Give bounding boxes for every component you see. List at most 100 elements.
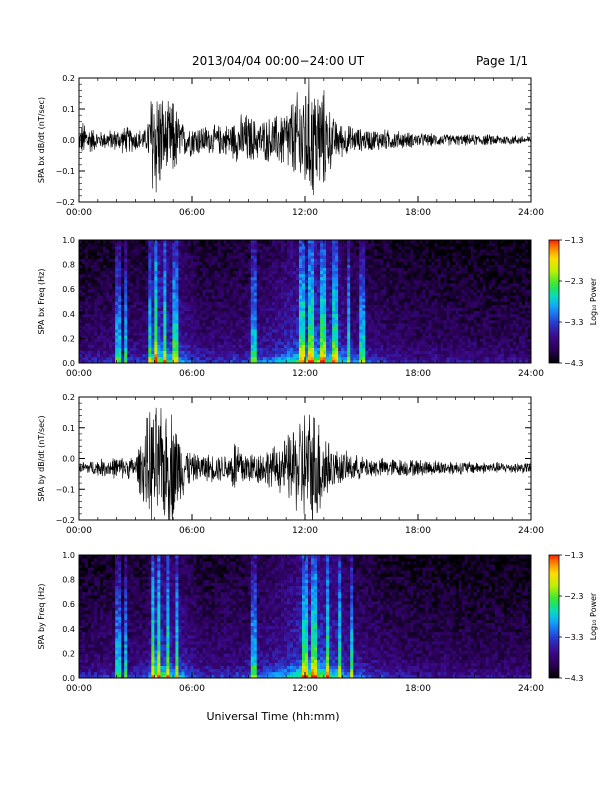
spectrogram-cell (250, 316, 255, 321)
spectrogram-cell (401, 298, 405, 302)
spectrogram-cell (124, 301, 128, 305)
spectrogram-cell (329, 356, 333, 361)
spectrogram-cell (220, 295, 224, 299)
spectrogram-cell (335, 283, 339, 287)
spectrogram-cell (383, 267, 387, 272)
spectrogram-cell (226, 359, 230, 364)
spectrogram-cell (295, 270, 300, 275)
spectrogram-cell (154, 353, 158, 358)
spectrogram-cell (145, 292, 149, 296)
spectrogram-cell (422, 252, 426, 256)
spectrogram-cell (250, 298, 255, 302)
spectrogram-cell (130, 255, 134, 259)
spectrogram-cell (274, 350, 279, 355)
spectrogram-cell (398, 347, 402, 352)
spectrogram-cell (413, 301, 417, 305)
spectrogram-cell (356, 326, 360, 330)
spectrogram-cell (437, 279, 441, 284)
spectrogram-cell (154, 347, 158, 352)
spectrogram-cell (374, 319, 378, 324)
spectrogram-cell (226, 307, 230, 312)
spectrogram-cell (136, 335, 140, 339)
spectrogram-cell (205, 301, 209, 305)
spectrogram-cell (232, 261, 236, 265)
spectrogram-cell (133, 350, 137, 355)
spectrogram-cell (265, 298, 270, 302)
spectrogram-cell (434, 310, 438, 315)
spectrogram-cell (106, 276, 110, 281)
spectrogram-cell (274, 289, 279, 293)
spectrogram-cell (268, 341, 273, 345)
spectrogram-cell (305, 289, 309, 293)
spectrogram-cell (178, 279, 182, 284)
spectrogram-cell (115, 323, 119, 327)
spectrogram-cell (241, 319, 246, 324)
spectrogram-cell (145, 329, 149, 333)
spectrogram-cell (292, 276, 297, 281)
spectrogram-cell (368, 264, 372, 268)
spectrogram-cell (124, 347, 128, 352)
spectrogram-cell (431, 359, 435, 364)
spectrogram-cell (151, 341, 155, 345)
spectrogram-cell (163, 307, 167, 312)
spectrogram-cell (392, 261, 396, 265)
spectrogram-cell (157, 307, 161, 312)
spectrogram-cell (136, 326, 140, 330)
spectrogram-cell (253, 323, 258, 327)
spectrogram-cell (443, 344, 447, 348)
spectrogram-cell (259, 252, 264, 256)
spectrogram-cell (274, 273, 279, 278)
spectrogram-cell (250, 341, 255, 345)
spectrogram-cell (166, 283, 170, 287)
spectrogram-cell (97, 329, 101, 333)
spectrogram-cell (127, 283, 131, 287)
spectrogram-cell (211, 319, 215, 324)
spectrogram-cell (82, 332, 86, 336)
spectrogram-cell (241, 279, 246, 284)
spectrogram-cell (127, 347, 131, 352)
spectrogram-cell (259, 240, 264, 244)
spectrogram-cell (214, 276, 218, 281)
spectrogram-cell (142, 255, 146, 259)
spectrogram-cell (425, 332, 429, 336)
spectrogram-cell (184, 252, 188, 256)
spectrogram-cell (320, 270, 324, 275)
spectrogram-cell (100, 319, 104, 324)
spectrogram-cell (338, 316, 342, 321)
spectrogram-cell (136, 338, 140, 342)
spectrogram-cell (380, 283, 384, 287)
spectrogram-cell (419, 338, 423, 342)
spectrogram-cell (292, 344, 297, 348)
spectrogram-cell (118, 347, 122, 352)
spectrogram-cell (127, 295, 131, 299)
spectrogram-cell (416, 279, 420, 284)
spectrogram-cell (211, 276, 215, 281)
spectrogram-cell (88, 359, 92, 364)
spectrogram-cell (229, 329, 233, 333)
spectrogram-cell (335, 295, 339, 299)
spectrogram-cell (298, 323, 303, 327)
spectrogram-cell (320, 344, 324, 348)
spectrogram-cell (350, 350, 354, 355)
spectrogram-cell (178, 255, 182, 259)
spectrogram-cell (356, 316, 360, 321)
spectrogram-cell (145, 286, 149, 290)
spectrogram-cell (353, 261, 357, 265)
spectrogram-cell (413, 249, 417, 253)
spectrogram-cell (223, 313, 227, 318)
spectrogram-cell (332, 341, 336, 345)
spectrogram-cell (157, 289, 161, 293)
spectrogram-cell (262, 286, 267, 290)
spectrogram-cell (353, 286, 357, 290)
spectrogram-cell (383, 319, 387, 324)
spectrogram-cell (386, 252, 390, 256)
spectrogram-cell (428, 310, 432, 315)
spectrogram-cell (217, 356, 221, 361)
spectrogram-cell (175, 313, 179, 318)
spectrogram-cell (193, 264, 197, 268)
spectrogram-cell (344, 359, 348, 364)
spectrogram-cell (389, 344, 393, 348)
spectrogram-cell (232, 258, 236, 262)
spectrogram-cell (289, 335, 294, 339)
spectrogram-cell (163, 329, 167, 333)
